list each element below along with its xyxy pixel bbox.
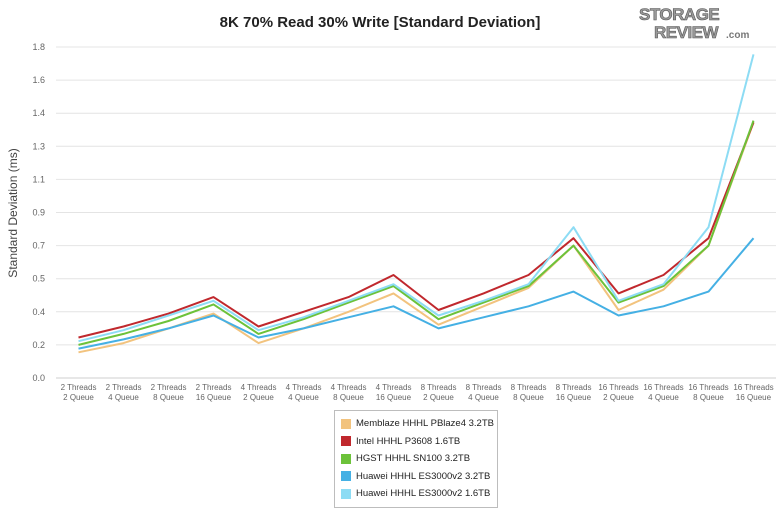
chart-title: 8K 70% Read 30% Write [Standard Deviatio… [220,14,541,31]
y-axis-ticks: 0.0 0.2 0.4 0.5 0.7 0.9 1.1 1.3 1.4 1.6 1.8 [32,42,45,383]
x-tick-label-line: 8 Queue [153,393,184,402]
x-tick-label: 4 Threads 16 Queue [376,383,412,402]
y-tick-label: 1.3 [32,141,45,151]
x-tick-label-line: 2 Queue [603,393,634,402]
legend-swatch [341,471,351,482]
x-tick-label: 16 Threads 4 Queue [643,383,683,402]
x-tick-label-line: 4 Threads [241,383,277,392]
legend-label: Intel HHHL P3608 1.6TB [356,435,461,447]
legend-swatch [341,418,351,429]
x-tick-label-line: 2 Queue [63,393,94,402]
x-tick-label: 2 Threads 8 Queue [151,383,187,402]
legend-label: Memblaze HHHL PBlaze4 3.2TB [356,418,494,430]
x-tick-label: 4 Threads 8 Queue [331,383,367,402]
x-tick-label-line: 16 Queue [736,393,772,402]
legend-item: Huawei HHHL ES3000v2 3.2TB [341,468,491,486]
x-tick-label-line: 16 Threads [733,383,773,392]
x-tick-label: 8 Threads 8 Queue [511,383,547,402]
x-tick-label-line: 4 Threads [331,383,367,392]
x-tick-label-line: 8 Threads [421,383,457,392]
y-tick-label: 0.7 [32,241,45,251]
legend-item: Memblaze HHHL PBlaze4 3.2TB [341,415,494,433]
y-tick-label: 0.9 [32,208,45,218]
x-tick-label-line: 16 Threads [688,383,728,392]
x-tick-label: 16 Threads 8 Queue [688,383,728,402]
legend-label: HGST HHHL SN100 3.2TB [356,453,471,465]
logo-line2: REVIEW [654,23,720,42]
y-tick-label: 1.8 [32,42,45,52]
x-tick-label: 2 Threads 4 Queue [106,383,142,402]
x-tick-label-line: 16 Queue [556,393,592,402]
legend-swatch [341,488,351,499]
series-line-2 [78,120,755,346]
legend-label: Huawei HHHL ES3000v2 1.6TB [356,488,491,500]
legend-label: Huawei HHHL ES3000v2 3.2TB [356,470,491,482]
chart-legend: Memblaze HHHL PBlaze4 3.2TB Intel HHHL P3… [334,410,498,508]
y-tick-label: 0.4 [32,307,45,317]
y-tick-label: 0.0 [32,373,45,383]
x-tick-label-line: 16 Queue [196,393,232,402]
legend-item: HGST HHHL SN100 3.2TB [341,450,491,468]
x-tick-label-line: 8 Threads [466,383,502,392]
x-tick-label-line: 8 Queue [333,393,364,402]
legend-swatch [341,436,351,447]
x-tick-label-line: 2 Threads [196,383,232,392]
y-tick-label: 1.1 [32,174,45,184]
x-tick-label: 16 Threads 2 Queue [598,383,638,402]
x-tick-label-line: 16 Queue [376,393,412,402]
series-line-3 [78,237,755,350]
x-tick-label-line: 4 Threads [286,383,322,392]
series-line-4 [78,54,755,343]
x-tick-label: 16 Threads 16 Queue [733,383,773,402]
legend-item: Huawei HHHL ES3000v2 1.6TB [341,485,491,503]
storagereview-logo: STORAGE REVIEW .com [639,5,750,43]
x-tick-label: 2 Threads 2 Queue [61,383,97,402]
y-axis-label: Standard Deviation (ms) [6,148,20,277]
logo-suffix: .com [726,30,749,41]
x-tick-label-line: 4 Queue [468,393,499,402]
legend-swatch [341,453,351,464]
x-tick-label-line: 4 Queue [108,393,139,402]
x-tick-label: 8 Threads 4 Queue [466,383,502,402]
x-tick-label-line: 4 Threads [376,383,412,392]
legend-item: Intel HHHL P3608 1.6TB [341,433,491,451]
y-tick-label: 1.6 [32,75,45,85]
x-tick-label-line: 2 Queue [423,393,454,402]
x-tick-label: 4 Threads 4 Queue [286,383,322,402]
x-tick-label-line: 16 Threads [598,383,638,392]
series-lines [78,54,755,354]
logo-line1: STORAGE [639,5,719,24]
x-tick-label: 8 Threads 2 Queue [421,383,457,402]
x-tick-label-line: 8 Threads [511,383,547,392]
x-tick-label: 8 Threads 16 Queue [556,383,592,402]
x-tick-label: 2 Threads 16 Queue [196,383,232,402]
x-tick-label-line: 4 Queue [288,393,319,402]
y-tick-label: 0.5 [32,274,45,284]
x-tick-label-line: 4 Queue [648,393,679,402]
x-tick-label-line: 8 Queue [693,393,724,402]
y-tick-label: 0.2 [32,340,45,350]
y-tick-label: 1.4 [32,108,45,118]
x-tick-label-line: 2 Queue [243,393,274,402]
gridlines [56,46,776,379]
series-line-1 [78,122,755,339]
x-tick-label-line: 2 Threads [151,383,187,392]
x-tick-label-line: 8 Threads [556,383,592,392]
x-tick-label-line: 16 Threads [643,383,683,392]
x-tick-label-line: 8 Queue [513,393,544,402]
x-tick-label-line: 2 Threads [106,383,142,392]
x-tick-label-line: 2 Threads [61,383,97,392]
x-tick-label: 4 Threads 2 Queue [241,383,277,402]
